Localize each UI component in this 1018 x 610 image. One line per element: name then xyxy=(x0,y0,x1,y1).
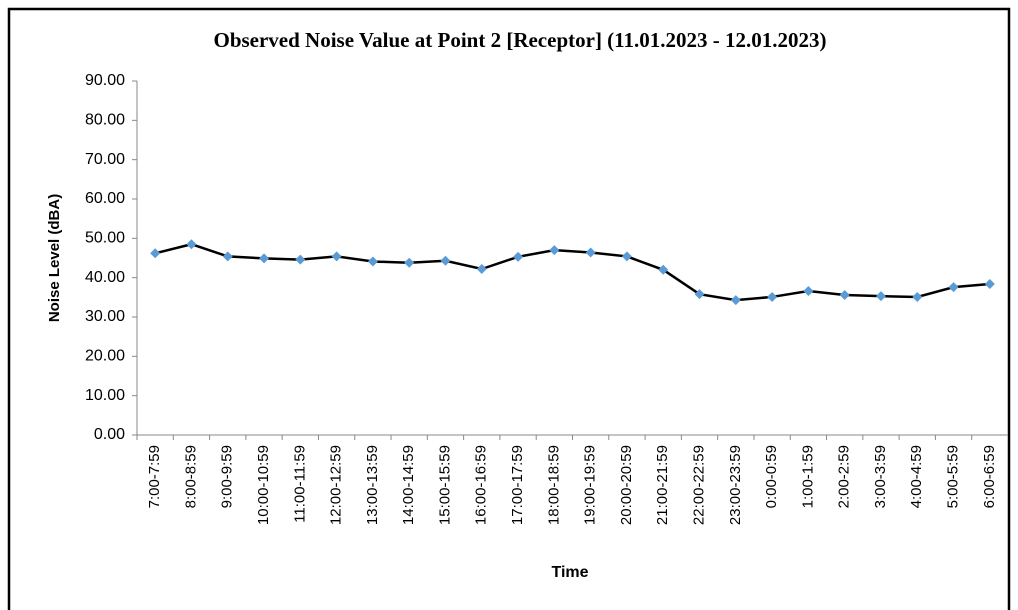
y-tick-label: 60.00 xyxy=(85,190,125,207)
y-tick-label: 40.00 xyxy=(85,269,125,286)
x-tick-label: 0:00-0:59 xyxy=(763,445,780,508)
x-tick-label: 1:00-1:59 xyxy=(799,445,816,508)
x-tick-label: 12:00-12:59 xyxy=(328,445,345,525)
marker xyxy=(803,286,814,297)
marker xyxy=(875,291,886,302)
y-tick-label: 70.00 xyxy=(85,151,125,168)
x-tick-label: 22:00-22:59 xyxy=(690,445,707,525)
x-tick-label: 8:00-8:59 xyxy=(182,445,199,508)
y-tick-label: 30.00 xyxy=(85,308,125,325)
x-tick-label: 21:00-21:59 xyxy=(654,445,671,525)
marker xyxy=(912,291,923,302)
x-tick-label: 3:00-3:59 xyxy=(872,445,889,508)
marker xyxy=(585,247,596,258)
marker xyxy=(331,251,342,262)
frame xyxy=(7,7,1011,610)
marker xyxy=(295,254,306,265)
marker xyxy=(513,251,524,262)
y-tick-label: 90.00 xyxy=(85,72,125,89)
x-tick-label: 5:00-5:59 xyxy=(945,445,962,508)
marker xyxy=(476,264,487,275)
marker xyxy=(440,255,451,266)
marker xyxy=(948,282,959,293)
x-tick-label: 23:00-23:59 xyxy=(727,445,744,525)
marker xyxy=(367,256,378,267)
x-tick-label: 6:00-6:59 xyxy=(981,445,998,508)
y-axis-label: Noise Level (dBA) xyxy=(46,194,63,322)
x-tick-label: 15:00-15:59 xyxy=(436,445,453,525)
y-tick-label: 50.00 xyxy=(85,230,125,247)
marker xyxy=(658,264,669,275)
x-tick-label: 14:00-14:59 xyxy=(400,445,417,525)
marker xyxy=(549,245,560,256)
x-tick-label: 9:00-9:59 xyxy=(219,445,236,508)
x-tick-label: 7:00-7:59 xyxy=(146,445,163,508)
y-tick-label: 20.00 xyxy=(85,348,125,365)
marker xyxy=(730,295,741,306)
marker xyxy=(186,239,197,250)
x-tick-label: 4:00-4:59 xyxy=(908,445,925,508)
x-tick-label: 11:00-11:59 xyxy=(291,445,308,523)
marker xyxy=(150,248,161,259)
y-tick-label: 10.00 xyxy=(85,387,125,404)
x-tick-label: 10:00-10:59 xyxy=(255,445,272,525)
x-tick-label: 18:00-18:59 xyxy=(545,445,562,525)
marker xyxy=(404,257,415,268)
marker xyxy=(621,251,632,262)
x-tick-label: 16:00-16:59 xyxy=(473,445,490,525)
series-line xyxy=(154,242,990,302)
x-tick-label: 19:00-19:59 xyxy=(582,445,599,525)
marker xyxy=(839,289,850,300)
chart-title: Observed Noise Value at Point 2 [Recepto… xyxy=(213,28,826,52)
marker xyxy=(984,278,995,289)
x-tick-label: 17:00-17:59 xyxy=(509,445,526,525)
marker xyxy=(767,291,778,302)
x-axis-label: Time xyxy=(551,564,588,581)
marker xyxy=(259,253,270,264)
y-tick-label: 0.00 xyxy=(94,426,125,443)
x-tick-label: 13:00-13:59 xyxy=(364,445,381,525)
y-tick-label: 80.00 xyxy=(85,112,125,129)
x-tick-label: 2:00-2:59 xyxy=(836,445,853,508)
x-tick-label: 20:00-20:59 xyxy=(618,445,635,525)
marker xyxy=(694,289,705,300)
marker xyxy=(222,251,233,262)
